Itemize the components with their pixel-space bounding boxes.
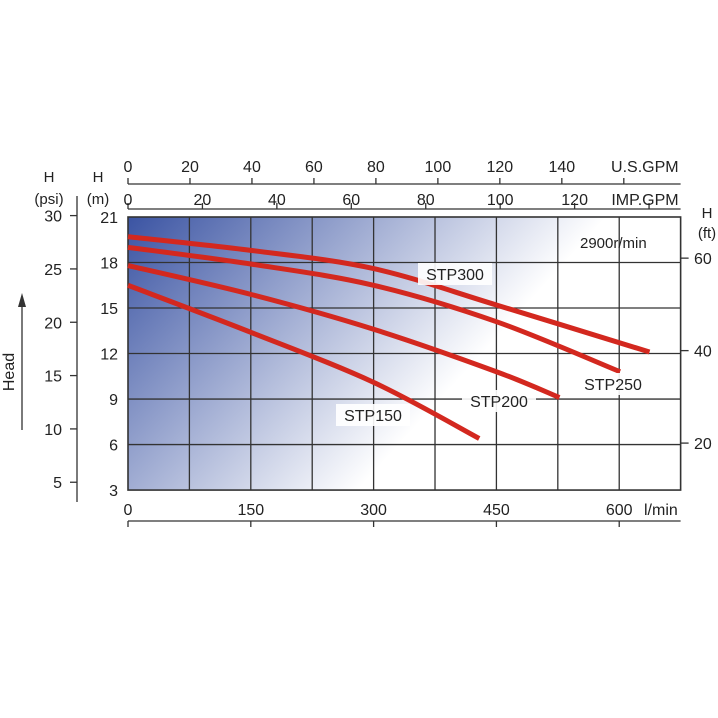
y-tick-label: 9 (109, 392, 118, 409)
x-tick-label: 150 (237, 502, 264, 519)
head-axis-title: Head (1, 353, 18, 391)
curve-label-bg (418, 263, 492, 285)
curve-label-stp200: STP200 (470, 394, 528, 411)
x-tick-label: 300 (360, 502, 387, 519)
us-gpm-tick-label: 80 (367, 159, 385, 176)
us-gpm-tick-label: 20 (181, 159, 199, 176)
psi-tick-label: 25 (44, 262, 62, 279)
us-gpm-tick-label: 40 (243, 159, 261, 176)
y-tick-label: 3 (109, 483, 118, 500)
axes: 3 6 9 12 15 18 21 H (m) 5 10 15 20 25 30 H (psi) 20 40 60 H (… (1, 159, 716, 527)
labels: 2900r/min STP300 STP250 STP200 STP150 (336, 235, 650, 426)
imp-gpm-tick-label: 60 (342, 192, 360, 209)
ft-axis-unit: (ft) (698, 225, 716, 242)
curves (127, 234, 651, 441)
psi-axis-label: H (44, 169, 55, 186)
curve-label-stp250: STP250 (584, 377, 642, 394)
us-gpm-tick-label: 100 (425, 159, 452, 176)
plot-frame (127, 216, 682, 491)
ft-tick-label: 60 (694, 251, 712, 268)
x-tick-label: 450 (483, 502, 510, 519)
y-tick-label: 6 (109, 438, 118, 455)
curve-label-bg (336, 404, 410, 426)
y-tick-label: 15 (100, 301, 118, 318)
imp-gpm-tick-label: 80 (417, 192, 435, 209)
us-gpm-tick-label: 120 (487, 159, 514, 176)
y-tick-label: 21 (100, 210, 118, 227)
x-axis-label: l/min (644, 502, 678, 519)
y-axis-unit-m: (m) (87, 191, 110, 208)
curve-stp300 (127, 234, 651, 355)
head-arrow-icon (18, 293, 26, 307)
us-gpm-tick-label: 60 (305, 159, 323, 176)
psi-tick-label: 15 (44, 369, 62, 386)
ft-axis-label: H (702, 205, 713, 222)
ft-tick-label: 40 (694, 344, 712, 361)
imp-gpm-tick-label: 20 (194, 192, 212, 209)
curve-label-bg (576, 373, 650, 395)
imp-gpm-tick-label: 40 (268, 192, 286, 209)
psi-tick-label: 30 (44, 209, 62, 226)
curve-stp200 (127, 263, 561, 400)
imp-gpm-axis-label: IMP.GPM (611, 192, 678, 209)
psi-tick-label: 10 (44, 422, 62, 439)
curve-stp150 (127, 282, 481, 441)
curve-label-stp300: STP300 (426, 267, 484, 284)
y-tick-label: 18 (100, 256, 118, 273)
ft-tick-label: 20 (694, 436, 712, 453)
psi-tick-label: 5 (53, 475, 62, 492)
us-gpm-axis-label: U.S.GPM (611, 159, 679, 176)
imp-gpm-tick-label: 100 (487, 192, 514, 209)
x-tick-label: 600 (606, 502, 633, 519)
curve-label-bg (462, 390, 536, 412)
us-gpm-tick-label: 0 (124, 159, 133, 176)
y-axis-label-m: H (93, 169, 104, 186)
curve-label-stp150: STP150 (344, 408, 402, 425)
psi-axis-unit: (psi) (34, 191, 63, 208)
imp-gpm-tick-label: 0 (124, 192, 133, 209)
us-gpm-tick-label: 140 (548, 159, 575, 176)
y-tick-label: 12 (100, 347, 118, 364)
speed-annotation: 2900r/min (580, 235, 647, 252)
x-tick-label: 0 (124, 502, 133, 519)
psi-tick-label: 20 (44, 315, 62, 332)
imp-gpm-tick-label: 120 (561, 192, 588, 209)
curve-stp250 (127, 244, 621, 375)
